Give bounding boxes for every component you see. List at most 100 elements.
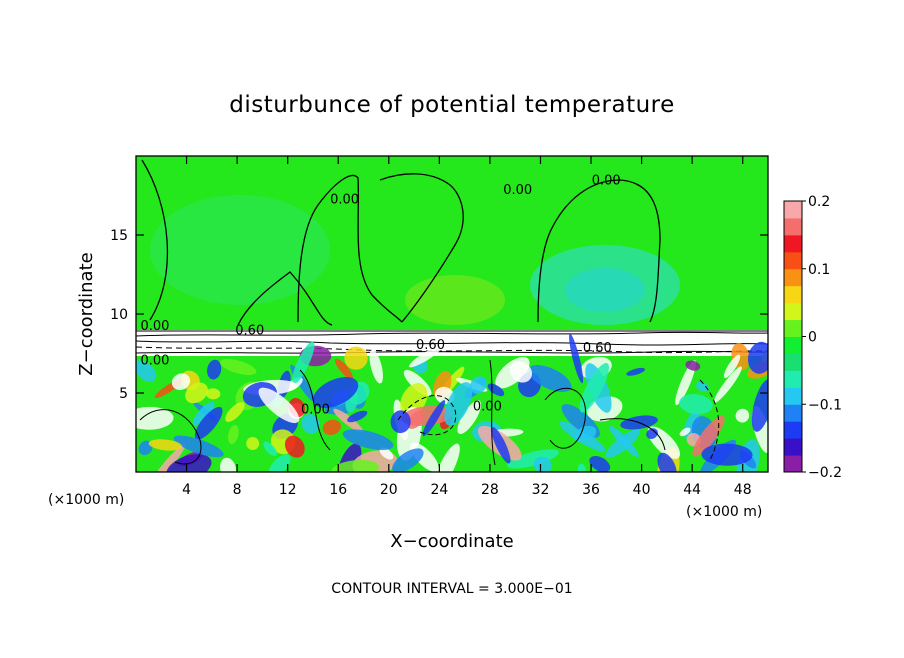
colorbar-tick-label: −0.2: [808, 465, 842, 481]
inversion-band-contours: [136, 330, 768, 354]
turbulence-cell: [577, 463, 587, 472]
contour-label: 0.60: [235, 324, 264, 339]
y-tick-label: 10: [110, 307, 128, 323]
turbulence-cell: [434, 443, 460, 472]
x-tick-label: 8: [233, 482, 242, 498]
x-tick-label: 40: [633, 482, 651, 498]
x-axis-unit-left: (×1000 m): [48, 492, 124, 508]
x-axis-unit-right: (×1000 m): [686, 504, 762, 520]
x-tick-label: 36: [582, 482, 600, 498]
turbulence-cell: [713, 366, 742, 403]
x-axis: 4 8 12 16 20 24 28 32 36 40 44 48: [182, 156, 752, 498]
colorbar-swatch: [784, 387, 802, 405]
turbulence-cell: [589, 456, 611, 472]
colorbar-swatch: [784, 421, 802, 439]
turbulence-cell: [444, 382, 473, 426]
turbulence-cell: [220, 457, 237, 472]
turbulence-cell: [605, 429, 640, 458]
turbulence-cell: [533, 456, 552, 472]
colorbar-swatch: [784, 217, 802, 236]
turbulence-cell: [194, 406, 223, 440]
contour-label: 0.00: [592, 173, 621, 188]
turbulence-cell: [185, 382, 208, 404]
turbulence-cell: [528, 365, 572, 392]
contour-label: 0.00: [503, 183, 532, 198]
turbulence-cell: [148, 439, 183, 451]
turbulence-cell: [219, 359, 257, 375]
turbulence-cell: [292, 341, 315, 384]
y-axis: 5 10 15: [110, 228, 768, 402]
turbulence-cell: [457, 400, 482, 435]
turbulence-cell: [171, 373, 191, 391]
turbulence-cell: [136, 406, 174, 430]
x-tick-label: 4: [182, 482, 191, 498]
turbulence-cell: [331, 459, 379, 472]
contour-labels: 0.00 0.00 0.00 0.00 0.00 0.60 0.60 0.60 0.00 0.00: [140, 173, 621, 418]
turbulence-cell: [322, 419, 341, 436]
contour-label: 0.60: [583, 341, 612, 356]
x-tick-label: 12: [279, 482, 297, 498]
turbulence-cell: [344, 346, 368, 370]
upper-contour-2: [237, 271, 333, 326]
x-tick-label: 32: [532, 482, 550, 498]
turbulence-cell: [506, 449, 559, 469]
turbulence-cell: [136, 360, 157, 382]
turbulence-cell: [491, 427, 511, 464]
turbulence-cell: [192, 401, 215, 426]
turbulence-cell: [735, 408, 750, 423]
upper-contour-4: [537, 179, 661, 323]
turbulence-cell: [509, 361, 533, 383]
turbulence-cell: [679, 394, 713, 415]
colorbar-swatch: [784, 268, 802, 287]
colorbar-swatch: [784, 353, 802, 371]
turbulence-cell: [369, 349, 383, 384]
x-tick-label: 48: [734, 482, 752, 498]
chart-title: disturbunce of potential temperature: [229, 92, 675, 118]
contour-interval-note: CONTOUR INTERVAL = 3.000E−01: [331, 581, 572, 597]
turbulence-cell: [685, 360, 701, 371]
lower-contours: [139, 359, 720, 466]
turbulence-cell: [246, 437, 260, 451]
colorbar: 0.2 0.1 0 −0.1 −0.2: [783, 194, 842, 481]
turbulence-cell: [342, 429, 394, 450]
y-tick-label: 5: [119, 386, 128, 402]
turbulence-cell: [422, 400, 446, 437]
turbulence-cell: [392, 448, 424, 472]
colorbar-tick-label: 0.2: [808, 194, 830, 210]
turbulence-cell: [301, 414, 320, 434]
colorbar-swatch: [784, 251, 802, 270]
turbulence-cell: [258, 387, 300, 424]
contour-label: 0.00: [330, 192, 359, 207]
upper-anomaly-left: [150, 195, 330, 305]
contour-label: 0.00: [140, 319, 169, 334]
lower-turbulence: [136, 333, 768, 472]
turbulence-cell: [347, 410, 368, 423]
plot-area: 0.00 0.00 0.00 0.00 0.00 0.60 0.60 0.60 0.00 0.00: [136, 156, 768, 472]
colorbar-swatch: [784, 370, 802, 388]
x-tick-label: 44: [683, 482, 701, 498]
upper-contour-3: [297, 173, 464, 323]
contour-label: 0.60: [416, 338, 445, 353]
colorbar-swatch: [784, 336, 802, 354]
x-tick-label: 16: [329, 482, 347, 498]
contour-label: 0.00: [301, 403, 330, 418]
turbulence-cell: [312, 376, 359, 409]
x-tick-label: 28: [481, 482, 499, 498]
colorbar-swatch: [784, 319, 802, 337]
x-tick-label: 24: [430, 482, 448, 498]
contour-label: 0.00: [473, 399, 502, 414]
upper-contour-1: [141, 159, 169, 321]
turbulence-cell: [626, 367, 645, 376]
turbulence-cell: [579, 362, 609, 413]
colorbar-swatch: [784, 285, 802, 304]
turbulence-cell: [692, 415, 725, 457]
turbulence-cell: [173, 435, 224, 458]
x-axis-title: X−coordinate: [390, 531, 513, 552]
turbulence-cell: [225, 402, 245, 422]
colorbar-swatch: [784, 302, 802, 321]
turbulence-cell: [207, 359, 222, 380]
contour-label: 0.00: [140, 354, 169, 369]
turbulence-cell: [379, 447, 394, 460]
turbulence-cell: [679, 427, 691, 437]
